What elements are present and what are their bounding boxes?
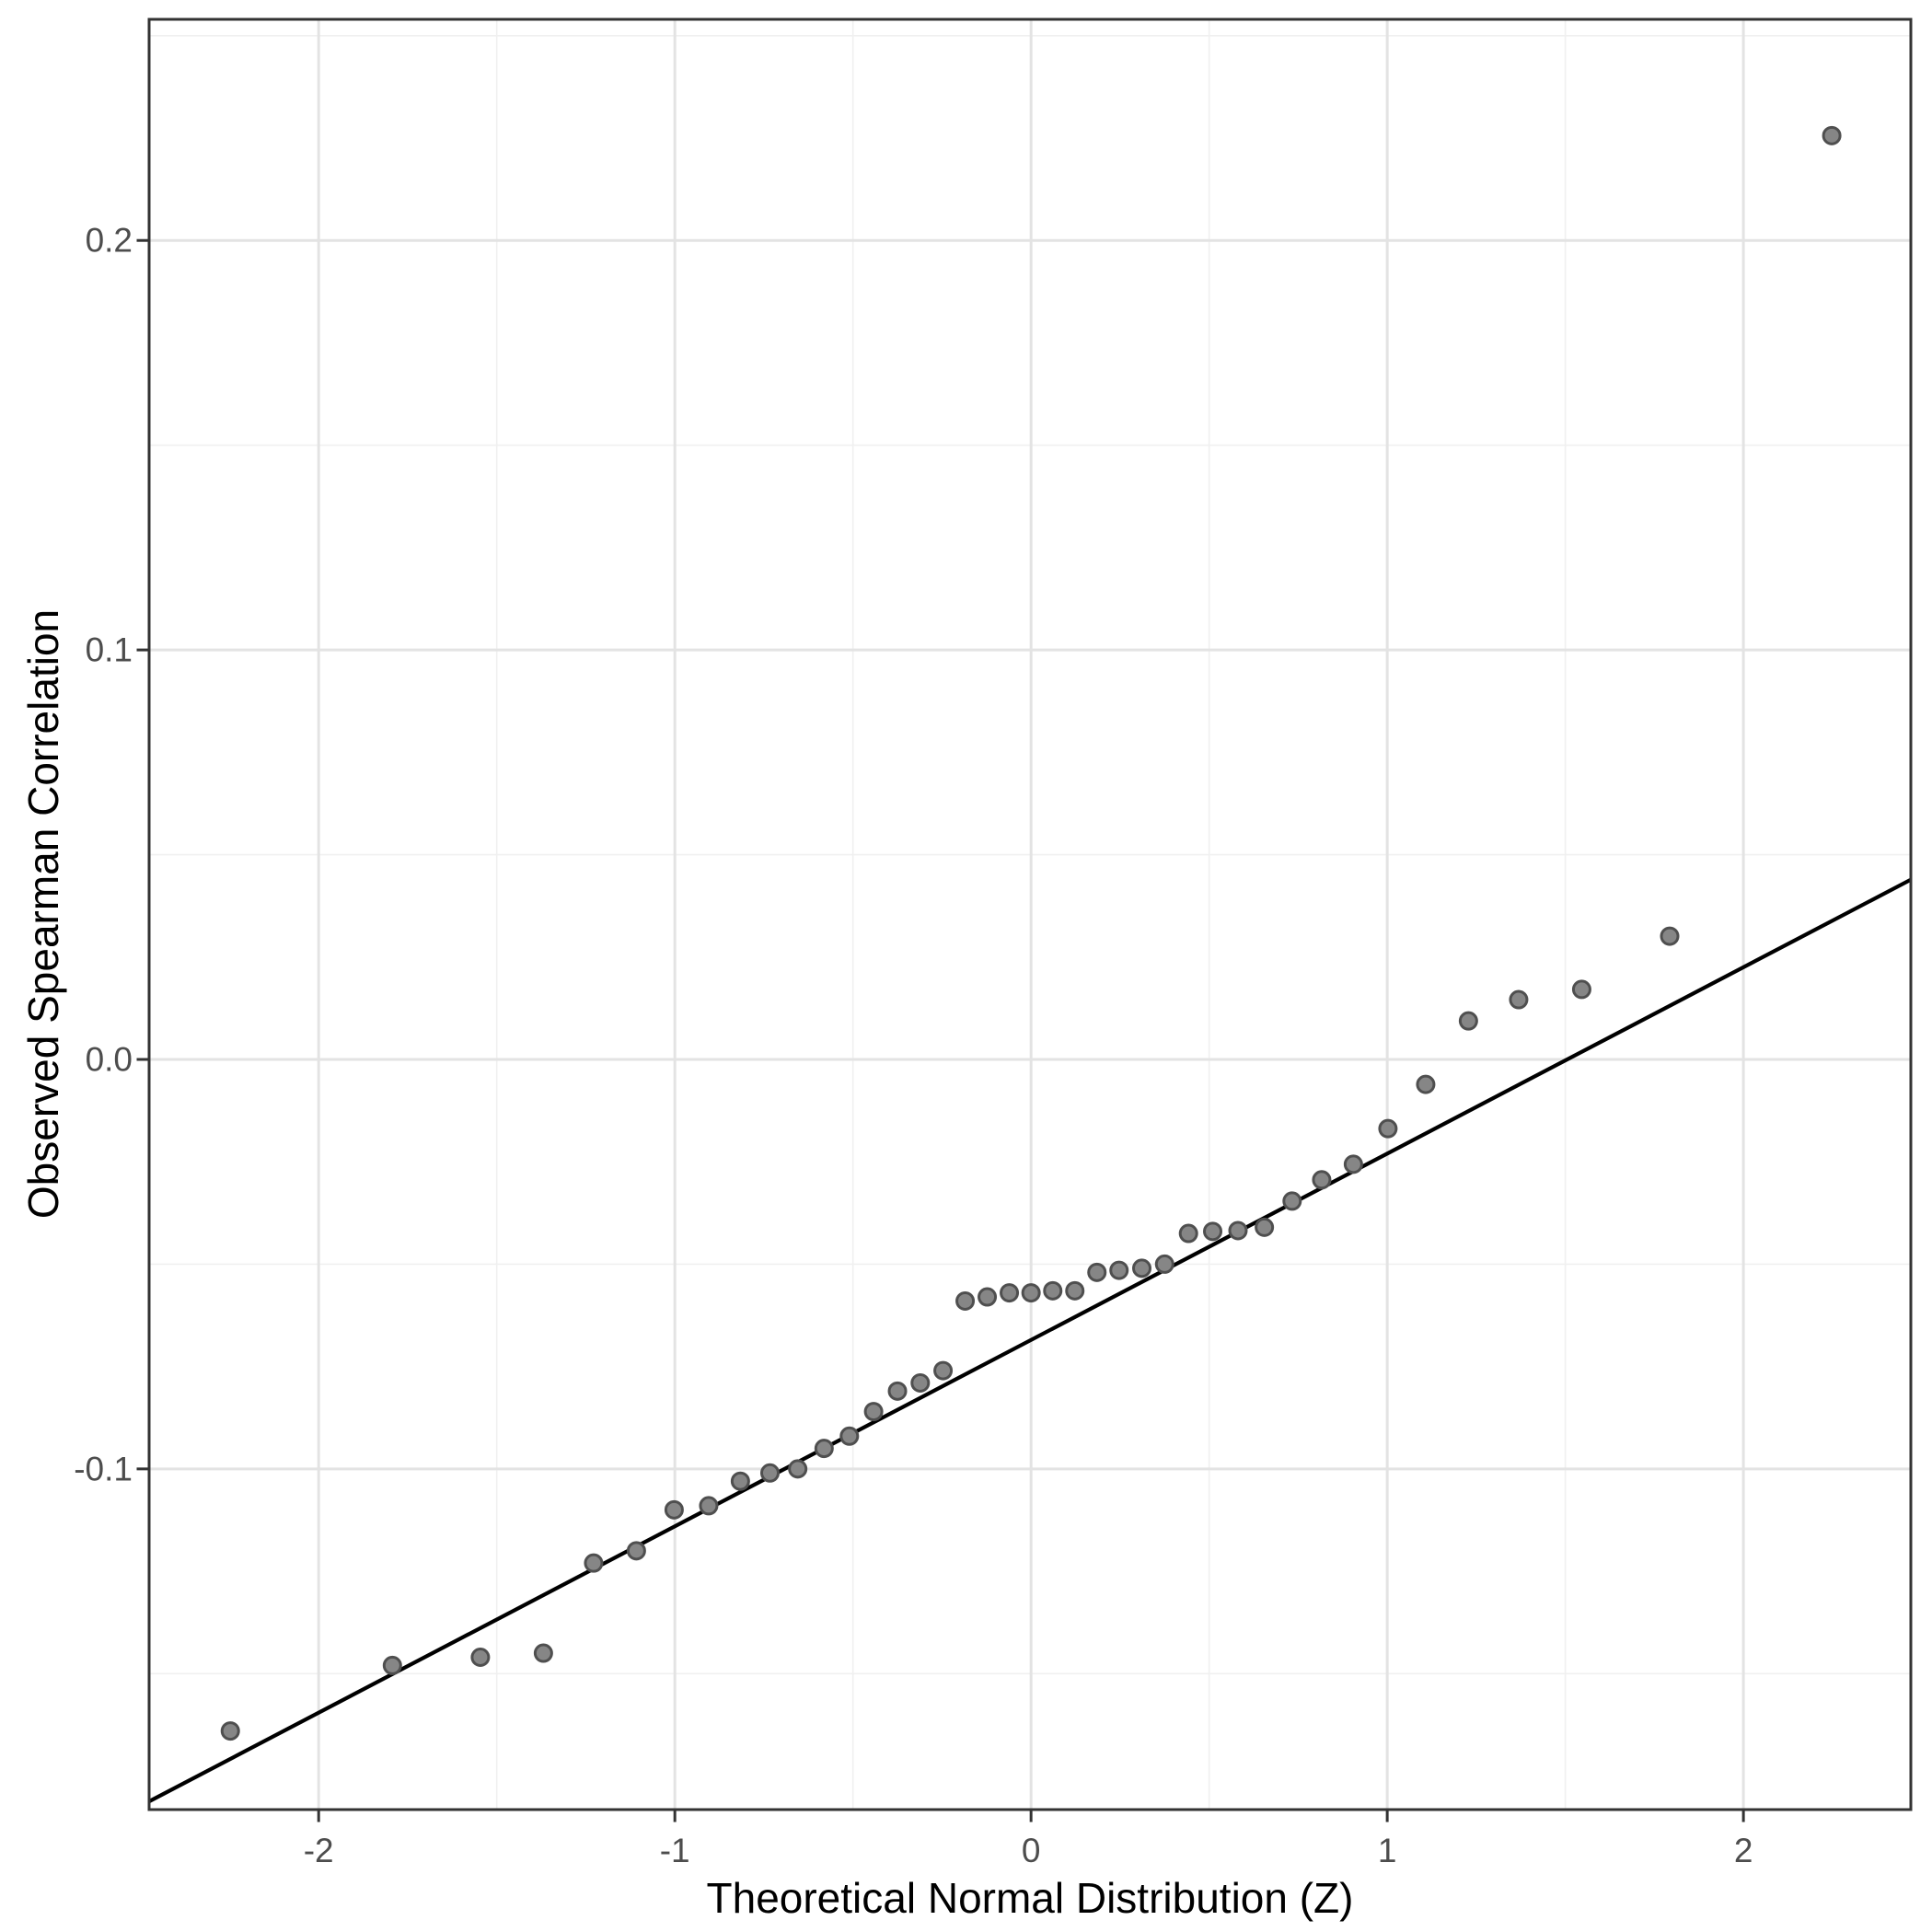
x-tick-label: 1: [1377, 1832, 1397, 1869]
data-point: [1378, 1118, 1398, 1139]
x-tick-label: -2: [303, 1832, 334, 1869]
qq-reference-line: [148, 877, 1912, 1803]
data-point: [1000, 1283, 1020, 1303]
data-point: [1660, 926, 1680, 946]
data-point: [382, 1655, 402, 1675]
data-point: [1109, 1260, 1129, 1280]
x-tick-label: -1: [659, 1832, 690, 1869]
data-point: [1203, 1221, 1223, 1242]
data-point: [1154, 1254, 1174, 1274]
scatter-points: [220, 125, 1842, 1741]
data-point: [1228, 1221, 1248, 1241]
panel-border-rect: [147, 17, 1913, 1811]
reference-line: [148, 877, 1912, 1803]
x-axis-title: Theoretical Normal Distribution (Z): [706, 1874, 1354, 1922]
data-point: [1087, 1262, 1107, 1282]
x-tick-label: 0: [1021, 1832, 1041, 1869]
data-point: [1343, 1154, 1363, 1174]
data-point: [1509, 989, 1529, 1010]
data-point: [470, 1648, 491, 1668]
data-point: [955, 1290, 976, 1311]
data-point: [626, 1541, 646, 1561]
data-point: [699, 1496, 719, 1516]
data-point: [730, 1471, 750, 1491]
data-point: [220, 1721, 240, 1741]
data-point: [584, 1553, 604, 1573]
data-point: [1458, 1011, 1478, 1031]
data-point: [1822, 125, 1842, 145]
data-point: [839, 1426, 860, 1446]
y-tick-label: -0.1: [74, 1450, 133, 1488]
y-axis-title: Observed Spearman Correlation: [19, 608, 67, 1220]
data-point: [863, 1402, 884, 1422]
data-point: [1021, 1283, 1041, 1303]
data-point: [933, 1360, 954, 1381]
data-point: [910, 1372, 931, 1393]
data-point: [1571, 979, 1591, 1000]
data-point: [1282, 1191, 1302, 1211]
major-gridlines: [149, 19, 1911, 1810]
data-point: [533, 1643, 553, 1663]
data-point: [788, 1459, 808, 1479]
data-point: [1065, 1280, 1085, 1301]
y-tick-label: 0.1: [85, 631, 133, 669]
y-tick-label: 0.0: [85, 1040, 133, 1079]
data-point: [978, 1287, 998, 1307]
panel-border: [147, 17, 1913, 1811]
data-point: [1043, 1280, 1063, 1301]
data-point: [887, 1381, 908, 1401]
data-point: [664, 1499, 684, 1520]
data-point: [1178, 1223, 1198, 1244]
data-point: [760, 1463, 781, 1483]
data-point: [1255, 1217, 1275, 1237]
data-point: [814, 1439, 834, 1459]
y-tick-label: 0.2: [85, 221, 133, 260]
x-tick-label: 2: [1733, 1832, 1753, 1869]
data-point: [1132, 1258, 1152, 1278]
data-point: [1312, 1170, 1332, 1190]
axis-tick-marks: [136, 238, 1745, 1822]
data-point: [1416, 1074, 1436, 1094]
